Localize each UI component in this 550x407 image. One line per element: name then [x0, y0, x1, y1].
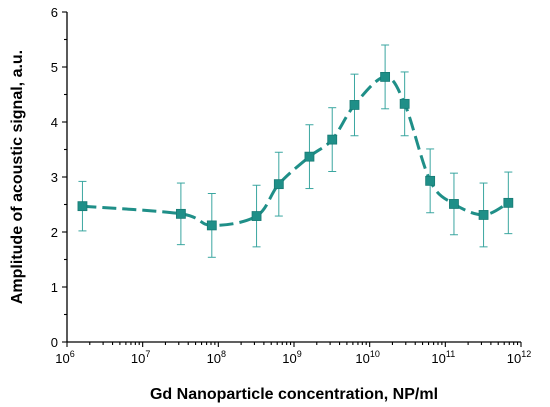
fit-curve [82, 75, 510, 227]
y-tick-label: 6 [51, 5, 58, 20]
axes [66, 12, 521, 343]
y-tick-label: 1 [51, 280, 58, 295]
x-tick-label: 108 [207, 349, 226, 366]
x-tick-label: 1012 [507, 349, 531, 366]
data-point [349, 100, 360, 110]
y-tick-label: 5 [51, 60, 58, 75]
data-point [304, 151, 315, 162]
data-point [206, 220, 217, 231]
data-point [399, 98, 410, 109]
y-tick-label: 2 [51, 225, 58, 240]
data-point [175, 208, 186, 219]
data-markers [77, 72, 514, 231]
data-point [425, 175, 436, 186]
x-tick-label: 106 [55, 349, 74, 366]
data-point [380, 72, 391, 82]
data-point [273, 179, 284, 190]
x-tick-label: 1010 [355, 349, 379, 366]
y-ticks: 0 1 2 3 4 5 6 [51, 5, 67, 350]
data-point [503, 197, 514, 208]
x-tick-label: 107 [131, 349, 150, 366]
data-point [327, 134, 338, 145]
data-point [478, 210, 489, 220]
data-point [449, 199, 459, 209]
y-tick-label: 4 [51, 115, 58, 130]
x-tick-label: 1011 [431, 349, 455, 366]
y-tick-label: 3 [51, 170, 58, 185]
data-point [251, 211, 262, 221]
fit-curve-layer [82, 75, 510, 227]
x-ticks: 106 107 108 109 1010 1011 1012 [55, 342, 531, 366]
x-axis-title: Gd Nanoparticle concentration, NP/ml [150, 386, 438, 403]
error-bars [78, 44, 513, 258]
y-tick-label: 0 [51, 335, 58, 350]
x-tick-label: 109 [282, 349, 301, 366]
data-point [77, 201, 88, 212]
y-axis-title: Amplitude of acoustic signal, a.u. [9, 50, 26, 304]
